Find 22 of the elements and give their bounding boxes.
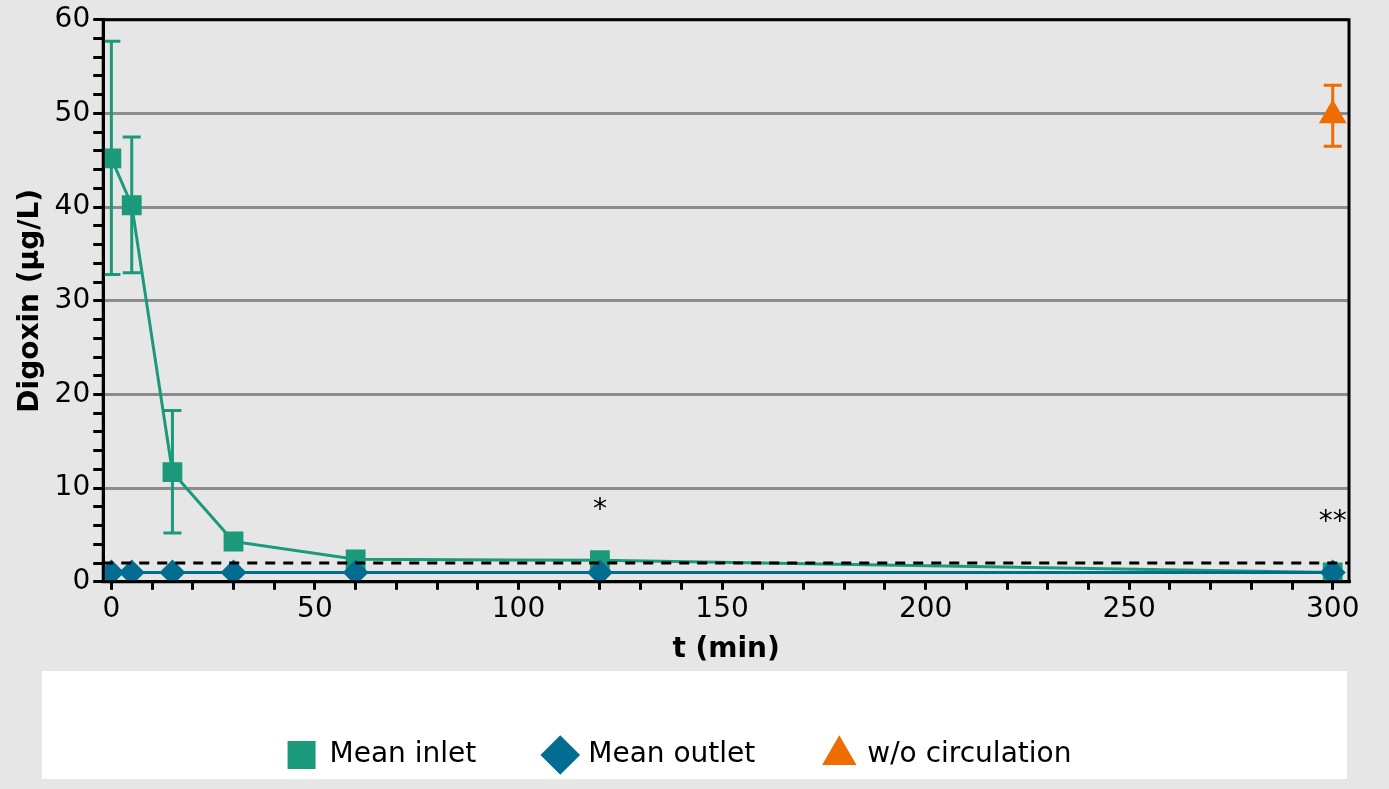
annotation: *: [592, 491, 607, 525]
y-tick-label: 60: [54, 1, 91, 35]
x-axis-title: t (min): [672, 631, 780, 665]
y-tick-label: 10: [54, 469, 91, 503]
y-axis-title: Digoxin (µg/L): [12, 188, 46, 413]
legend-label: w/o circulation: [867, 736, 1072, 770]
x-tick-label: 200: [898, 590, 953, 624]
legend-label: Mean outlet: [588, 736, 756, 770]
x-tick-label: 100: [491, 590, 546, 624]
legend-label: Mean inlet: [329, 736, 477, 770]
x-tick-label: 0: [102, 590, 121, 624]
y-tick-label: 30: [54, 282, 91, 316]
point: [223, 531, 244, 552]
annotation: **: [1318, 503, 1347, 537]
y-tick-label: 50: [54, 94, 91, 128]
x-tick-label: 300: [1305, 590, 1360, 624]
y-tick-label: 40: [54, 188, 91, 222]
x-tick-label: 50: [297, 590, 333, 624]
x-tick-label: 150: [695, 590, 749, 624]
x-tick-label: 250: [1102, 590, 1156, 624]
y-tick-label: 20: [54, 375, 91, 409]
y-tick-label: 0: [72, 563, 91, 597]
